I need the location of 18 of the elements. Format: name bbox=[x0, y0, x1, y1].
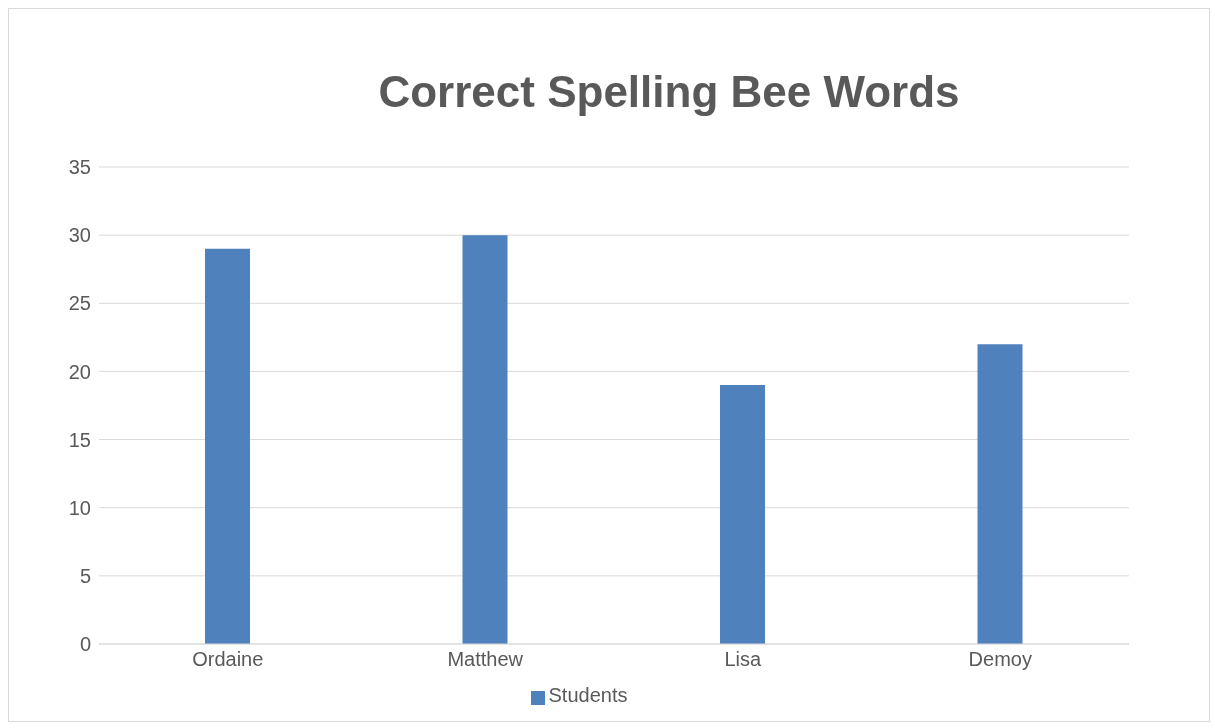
y-tick-label: 25 bbox=[68, 292, 91, 315]
x-tick-label: Ordaine bbox=[192, 648, 264, 671]
chart-title: Correct Spelling Bee Words bbox=[377, 67, 961, 118]
y-tick-label: 5 bbox=[79, 564, 91, 587]
y-tick-label: 15 bbox=[68, 428, 91, 451]
bar bbox=[977, 344, 1023, 644]
bar bbox=[720, 385, 765, 644]
bar bbox=[462, 235, 508, 644]
y-tick-label: 20 bbox=[68, 360, 91, 383]
x-tick-label: Matthew bbox=[447, 648, 524, 671]
bar bbox=[205, 248, 250, 644]
y-tick-label: 35 bbox=[68, 156, 91, 179]
y-tick-label: 10 bbox=[68, 496, 91, 519]
legend-label: Students bbox=[548, 684, 628, 706]
x-tick-label: Demoy bbox=[968, 648, 1032, 671]
y-tick-label: 30 bbox=[68, 224, 91, 247]
x-tick-label: Lisa bbox=[724, 648, 762, 671]
y-tick-label: 0 bbox=[79, 633, 91, 656]
